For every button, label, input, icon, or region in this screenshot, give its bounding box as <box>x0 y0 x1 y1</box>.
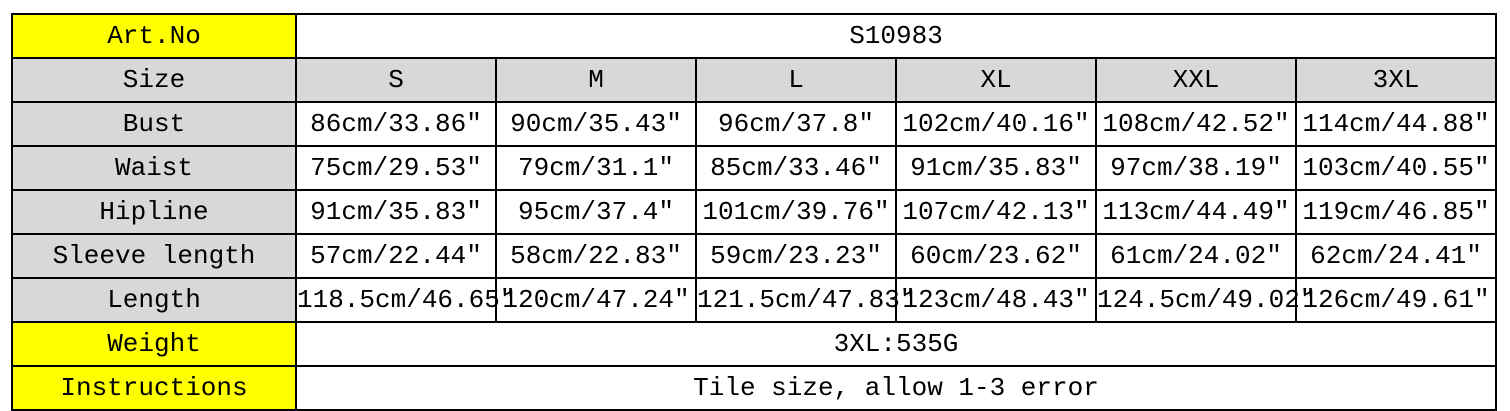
length-value-l: 121.5cm/47.83″ <box>695 277 915 323</box>
hipline-value-s: 91cm/35.83″ <box>295 189 497 235</box>
waist-value-xl: 91cm/35.83″ <box>895 145 1097 191</box>
instructions-value: Tile size, allow 1-3 error <box>295 365 1497 411</box>
size-header-3xl: 3XL <box>1295 57 1497 103</box>
weight-value: 3XL:535G <box>295 321 1497 367</box>
bust-row: Bust 86cm/33.86″ 90cm/35.43″ 96cm/37.8″ … <box>11 101 1497 147</box>
length-value-3xl: 126cm/49.61″ <box>1295 277 1497 323</box>
size-header-row: Size S M L XL XXL 3XL <box>11 57 1497 103</box>
size-chart-table: Art.No S10983 Size S M L XL XXL 3XL Bust… <box>11 13 1497 411</box>
bust-value-xl: 102cm/40.16″ <box>895 101 1097 147</box>
sleeve-length-value-m: 58cm/22.83″ <box>495 233 697 279</box>
weight-label: Weight <box>11 321 297 367</box>
waist-value-xxl: 97cm/38.19″ <box>1095 145 1297 191</box>
waist-value-m: 79cm/31.1″ <box>495 145 697 191</box>
length-value-xxl: 124.5cm/49.02″ <box>1095 277 1315 323</box>
hipline-value-3xl: 119cm/46.85″ <box>1295 189 1497 235</box>
sleeve-length-value-3xl: 62cm/24.41″ <box>1295 233 1497 279</box>
hipline-value-l: 101cm/39.76″ <box>695 189 897 235</box>
size-header-m: M <box>495 57 697 103</box>
bust-label: Bust <box>11 101 297 147</box>
hipline-value-xxl: 113cm/44.49″ <box>1095 189 1297 235</box>
art-no-row: Art.No S10983 <box>11 13 1497 59</box>
instructions-row: Instructions Tile size, allow 1-3 error <box>11 365 1497 411</box>
hipline-value-xl: 107cm/42.13″ <box>895 189 1097 235</box>
length-label: Length <box>11 277 297 323</box>
length-value-xl: 123cm/48.43″ <box>895 277 1097 323</box>
size-header-l: L <box>695 57 897 103</box>
hipline-value-m: 95cm/37.4″ <box>495 189 697 235</box>
waist-value-s: 75cm/29.53″ <box>295 145 497 191</box>
length-value-m: 120cm/47.24″ <box>495 277 697 323</box>
size-header-s: S <box>295 57 497 103</box>
size-label: Size <box>11 57 297 103</box>
art-no-label: Art.No <box>11 13 297 59</box>
length-value-s: 118.5cm/46.65″ <box>295 277 515 323</box>
sleeve-length-value-s: 57cm/22.44″ <box>295 233 497 279</box>
sleeve-length-label: Sleeve length <box>11 233 297 279</box>
waist-row: Waist 75cm/29.53″ 79cm/31.1″ 85cm/33.46″… <box>11 145 1497 191</box>
waist-label: Waist <box>11 145 297 191</box>
bust-value-3xl: 114cm/44.88″ <box>1295 101 1497 147</box>
waist-value-l: 85cm/33.46″ <box>695 145 897 191</box>
size-header-xl: XL <box>895 57 1097 103</box>
bust-value-m: 90cm/35.43″ <box>495 101 697 147</box>
instructions-label: Instructions <box>11 365 297 411</box>
size-header-xxl: XXL <box>1095 57 1297 103</box>
hipline-row: Hipline 91cm/35.83″ 95cm/37.4″ 101cm/39.… <box>11 189 1497 235</box>
length-row: Length 118.5cm/46.65″ 120cm/47.24″ 121.5… <box>11 277 1497 323</box>
art-no-value: S10983 <box>295 13 1497 59</box>
sleeve-length-value-xxl: 61cm/24.02″ <box>1095 233 1297 279</box>
sleeve-length-value-xl: 60cm/23.62″ <box>895 233 1097 279</box>
sleeve-length-row: Sleeve length 57cm/22.44″ 58cm/22.83″ 59… <box>11 233 1497 279</box>
hipline-label: Hipline <box>11 189 297 235</box>
weight-row: Weight 3XL:535G <box>11 321 1497 367</box>
bust-value-l: 96cm/37.8″ <box>695 101 897 147</box>
bust-value-xxl: 108cm/42.52″ <box>1095 101 1297 147</box>
waist-value-3xl: 103cm/40.55″ <box>1295 145 1497 191</box>
bust-value-s: 86cm/33.86″ <box>295 101 497 147</box>
sleeve-length-value-l: 59cm/23.23″ <box>695 233 897 279</box>
